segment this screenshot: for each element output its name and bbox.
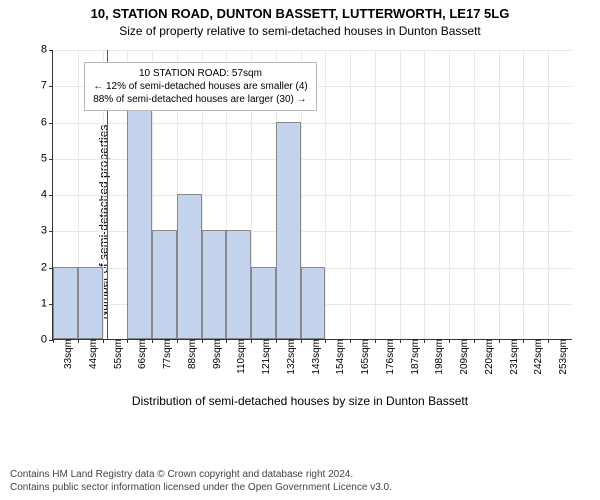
xtick-mark (78, 339, 79, 343)
ytick-label: 0 (41, 335, 53, 346)
reference-infobox: 10 STATION ROAD: 57sqm ← 12% of semi-det… (84, 62, 317, 111)
xtick-label: 143sqm (305, 339, 322, 375)
histogram-bar (301, 267, 326, 340)
xtick-mark (499, 339, 500, 343)
xtick-mark (276, 339, 277, 343)
footer-line2: Contains public sector information licen… (10, 481, 392, 494)
xtick-label: 209sqm (453, 339, 470, 375)
xtick-mark (301, 339, 302, 343)
gridline-v (424, 50, 425, 339)
gridline-v (400, 50, 401, 339)
ytick-label: 6 (41, 117, 53, 128)
xtick-label: 88sqm (181, 339, 198, 369)
histogram-bar (78, 267, 103, 340)
xtick-label: 176sqm (379, 339, 396, 375)
ytick-label: 1 (41, 298, 53, 309)
gridline-v (523, 50, 524, 339)
gridline-v (548, 50, 549, 339)
xtick-mark (127, 339, 128, 343)
xtick-mark (449, 339, 450, 343)
xtick-mark (103, 339, 104, 343)
histogram-bar (177, 194, 202, 339)
gridline-v (474, 50, 475, 339)
xtick-label: 154sqm (329, 339, 346, 375)
xtick-mark (350, 339, 351, 343)
xtick-label: 198sqm (428, 339, 445, 375)
infobox-line3: 88% of semi-detached houses are larger (… (93, 93, 308, 106)
xtick-label: 55sqm (107, 339, 124, 369)
histogram-bar (226, 230, 251, 339)
xtick-label: 165sqm (354, 339, 371, 375)
xtick-mark (226, 339, 227, 343)
gridline-v (325, 50, 326, 339)
gridline-h (53, 50, 572, 51)
gridline-v (375, 50, 376, 339)
xtick-mark (424, 339, 425, 343)
xtick-label: 220sqm (478, 339, 495, 375)
ytick-label: 8 (41, 45, 53, 56)
chart-title: 10, STATION ROAD, DUNTON BASSETT, LUTTER… (0, 0, 600, 22)
xtick-label: 44sqm (82, 339, 99, 369)
ytick-label: 4 (41, 190, 53, 201)
histogram-bar (202, 230, 227, 339)
histogram-bar (53, 267, 78, 340)
xtick-mark (548, 339, 549, 343)
ytick-label: 5 (41, 153, 53, 164)
xtick-mark (400, 339, 401, 343)
footer-attribution: Contains HM Land Registry data © Crown c… (10, 468, 392, 494)
ytick-label: 7 (41, 81, 53, 92)
chart-area: Number of semi-detached properties 01234… (0, 44, 600, 400)
gridline-v (449, 50, 450, 339)
histogram-bar (127, 85, 152, 339)
ytick-label: 2 (41, 262, 53, 273)
xtick-label: 33sqm (57, 339, 74, 369)
histogram-bar (276, 122, 301, 340)
xtick-label: 110sqm (230, 339, 247, 374)
xtick-mark (202, 339, 203, 343)
xtick-label: 77sqm (156, 339, 173, 369)
xtick-label: 231sqm (503, 339, 520, 375)
chart-container: 10, STATION ROAD, DUNTON BASSETT, LUTTER… (0, 0, 600, 500)
xtick-mark (325, 339, 326, 343)
gridline-v (499, 50, 500, 339)
xtick-label: 187sqm (404, 339, 421, 375)
xtick-label: 253sqm (552, 339, 569, 375)
infobox-line1: 10 STATION ROAD: 57sqm (93, 67, 308, 80)
chart-subtitle: Size of property relative to semi-detach… (0, 22, 600, 38)
footer-line1: Contains HM Land Registry data © Crown c… (10, 468, 392, 481)
xtick-mark (251, 339, 252, 343)
xtick-mark (523, 339, 524, 343)
xtick-mark (177, 339, 178, 343)
xtick-label: 66sqm (131, 339, 148, 369)
xtick-label: 242sqm (527, 339, 544, 375)
xtick-mark (375, 339, 376, 343)
xtick-mark (474, 339, 475, 343)
xtick-label: 132sqm (280, 339, 297, 375)
ytick-label: 3 (41, 226, 53, 237)
gridline-v (350, 50, 351, 339)
histogram-bar (251, 267, 276, 340)
plot-area: 01234567833sqm44sqm55sqm66sqm77sqm88sqm9… (52, 50, 572, 340)
xtick-mark (53, 339, 54, 343)
infobox-line2: ← 12% of semi-detached houses are smalle… (93, 80, 308, 93)
xtick-label: 121sqm (255, 339, 272, 375)
x-axis-label: Distribution of semi-detached houses by … (0, 394, 600, 408)
xtick-label: 99sqm (206, 339, 223, 369)
histogram-bar (152, 230, 177, 339)
xtick-mark (152, 339, 153, 343)
